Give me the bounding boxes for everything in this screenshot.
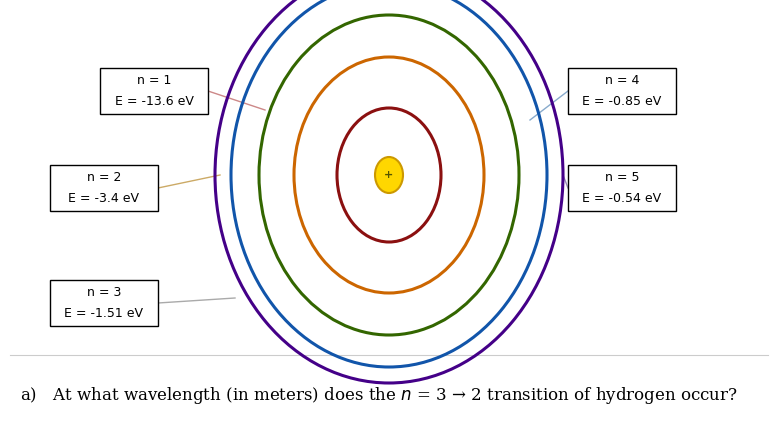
Text: E = -0.54 eV: E = -0.54 eV	[583, 191, 661, 205]
FancyBboxPatch shape	[50, 165, 158, 211]
Text: E = -1.51 eV: E = -1.51 eV	[65, 307, 143, 320]
Text: E = -13.6 eV: E = -13.6 eV	[114, 95, 194, 108]
Ellipse shape	[375, 157, 403, 193]
FancyBboxPatch shape	[568, 68, 676, 114]
Text: a)   At what wavelength (in meters) does the $n$ = 3 → 2 transition of hydrogen : a) At what wavelength (in meters) does t…	[20, 385, 738, 406]
FancyBboxPatch shape	[50, 280, 158, 326]
Text: E = -3.4 eV: E = -3.4 eV	[68, 191, 139, 205]
FancyBboxPatch shape	[568, 165, 676, 211]
FancyBboxPatch shape	[100, 68, 208, 114]
Text: E = -0.85 eV: E = -0.85 eV	[583, 95, 661, 108]
Text: n = 5: n = 5	[605, 171, 640, 184]
Text: n = 3: n = 3	[87, 286, 121, 300]
Text: n = 2: n = 2	[87, 171, 121, 184]
Text: n = 4: n = 4	[605, 74, 640, 87]
Text: +: +	[384, 170, 394, 180]
Text: n = 1: n = 1	[137, 74, 171, 87]
